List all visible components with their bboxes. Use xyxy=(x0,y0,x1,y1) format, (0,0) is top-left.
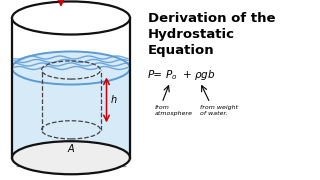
Text: P=: P= xyxy=(148,70,163,80)
Text: Equation: Equation xyxy=(148,44,215,57)
Text: Hydrostatic: Hydrostatic xyxy=(148,28,235,41)
Ellipse shape xyxy=(12,141,130,174)
Ellipse shape xyxy=(12,1,130,35)
Ellipse shape xyxy=(12,51,130,85)
Text: from weight
of water.: from weight of water. xyxy=(200,105,238,116)
Text: $P_o$: $P_o$ xyxy=(165,68,177,82)
Text: A: A xyxy=(68,144,74,154)
Text: Derivation of the: Derivation of the xyxy=(148,12,276,25)
Text: $\rho$gb: $\rho$gb xyxy=(194,68,215,82)
Text: +: + xyxy=(183,70,192,80)
Text: from
atmosphere: from atmosphere xyxy=(155,105,193,116)
Polygon shape xyxy=(12,68,130,158)
Text: h: h xyxy=(110,95,116,105)
